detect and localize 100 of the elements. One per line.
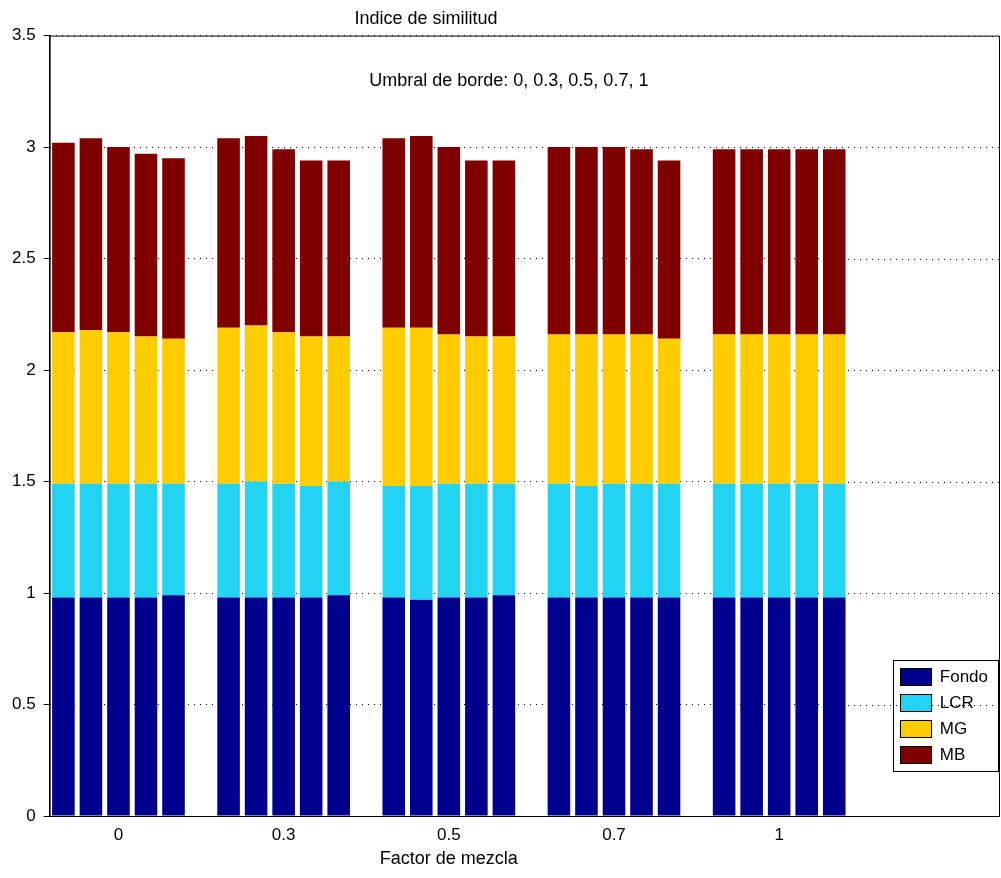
bar (382, 486, 406, 598)
bar (575, 147, 598, 335)
bar (134, 597, 158, 816)
bar (602, 147, 626, 335)
bar (162, 483, 185, 596)
bar (244, 597, 268, 816)
bar (327, 595, 350, 816)
bar (492, 483, 516, 596)
bar (437, 334, 461, 484)
legend-label: MG (939, 719, 968, 739)
bar (382, 138, 406, 328)
bar (437, 597, 461, 816)
bar (272, 332, 295, 484)
bar (107, 147, 130, 333)
bar (740, 483, 763, 598)
bar (740, 149, 763, 335)
bar (382, 597, 406, 816)
bar (740, 597, 763, 816)
bar (217, 597, 240, 816)
bar (244, 481, 268, 598)
bar (547, 597, 571, 816)
bar (272, 597, 295, 816)
y-tick-label: 2 (26, 359, 36, 379)
bar (630, 334, 653, 484)
bar (327, 160, 350, 337)
bar (79, 483, 103, 598)
bar (767, 483, 791, 598)
bar (657, 160, 681, 339)
bar (79, 329, 103, 484)
bar (795, 149, 818, 335)
bar (217, 138, 240, 328)
bar (162, 158, 185, 339)
bar (299, 336, 323, 486)
chart-title: Indice de similitud (354, 7, 498, 28)
bar (299, 486, 323, 598)
bar (382, 327, 406, 486)
y-tick-label: 1 (26, 582, 36, 602)
bar (492, 336, 516, 484)
bar (465, 336, 488, 484)
bar (134, 336, 158, 484)
bar (79, 138, 103, 330)
bar (465, 160, 488, 337)
bar (712, 334, 736, 484)
bar (492, 595, 516, 816)
bar (244, 325, 268, 482)
legend-label: MB (939, 745, 966, 765)
bar (767, 597, 791, 816)
bar (795, 483, 818, 598)
bar (410, 327, 433, 486)
bar (272, 149, 295, 333)
x-tick-label: 0.7 (602, 824, 626, 844)
bar (107, 332, 130, 484)
bar (217, 483, 240, 598)
y-tick-label: 3.5 (11, 25, 36, 45)
bar (630, 597, 653, 816)
bar (244, 135, 268, 326)
bar (630, 149, 653, 335)
legend-label: Fondo (939, 667, 988, 687)
y-tick-label: 1.5 (11, 471, 36, 491)
x-tick-label: 0.3 (271, 824, 296, 844)
bar (52, 142, 75, 333)
bar (575, 334, 598, 486)
bar (437, 147, 461, 335)
bar (767, 149, 791, 335)
bar (767, 334, 791, 484)
bar (740, 334, 763, 484)
bar (79, 597, 103, 816)
y-tick-label: 3 (26, 136, 36, 156)
bar (465, 483, 488, 598)
y-tick-label: 0 (26, 805, 36, 825)
bar (52, 597, 75, 816)
bar (327, 481, 350, 596)
bar (712, 483, 736, 598)
bar (822, 483, 846, 598)
bar (547, 483, 571, 598)
bar (410, 486, 433, 600)
bar (795, 597, 818, 816)
x-tick-label: 0.5 (437, 824, 461, 844)
bar (575, 597, 598, 816)
bar (657, 483, 681, 598)
y-tick-label: 2.5 (11, 248, 36, 268)
x-tick-label: 1 (774, 824, 784, 844)
legend-label: LCR (939, 693, 974, 713)
bar (822, 334, 846, 484)
bar (327, 336, 350, 482)
bar (410, 599, 433, 816)
bar (822, 149, 846, 335)
bar (822, 597, 846, 816)
bar (465, 597, 488, 816)
bar (657, 338, 681, 484)
bar (134, 483, 158, 598)
bar (712, 597, 736, 816)
bar (52, 332, 75, 484)
y-tick-label: 0.5 (11, 694, 36, 714)
bar (162, 595, 185, 816)
bar (410, 135, 433, 328)
bar (602, 597, 626, 816)
bar (795, 334, 818, 484)
bar (107, 597, 130, 816)
bar (547, 334, 571, 484)
